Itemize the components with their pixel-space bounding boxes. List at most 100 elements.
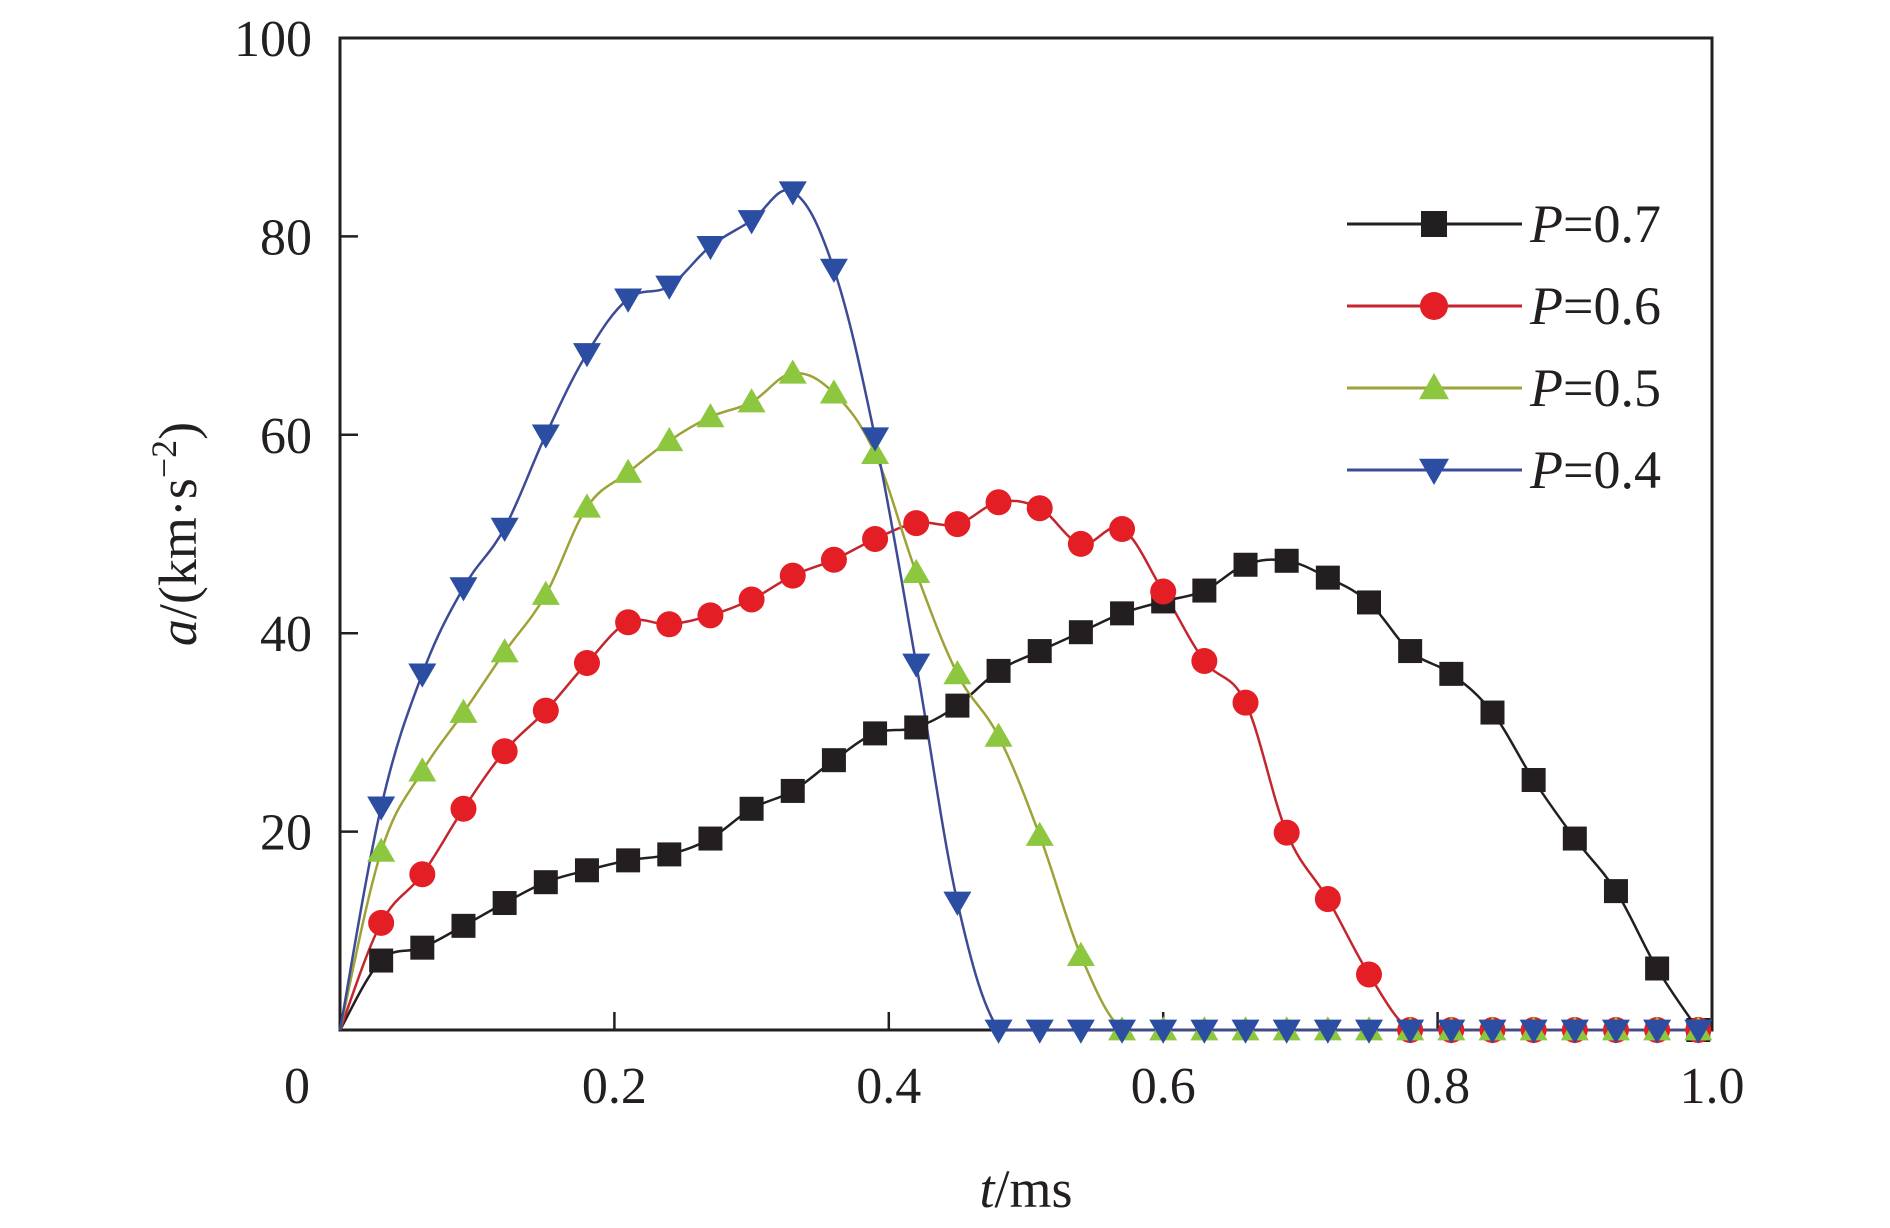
data-point (1192, 578, 1217, 603)
data-point (1150, 578, 1177, 605)
data-point (861, 439, 890, 464)
data-point (904, 715, 929, 740)
data-point (780, 778, 805, 803)
data-point (449, 577, 478, 602)
data-point (778, 181, 807, 206)
data-point (1439, 661, 1464, 686)
data-point (573, 649, 600, 676)
data-point (1396, 1019, 1425, 1044)
legend: P=0.7 P=0.6 P=0.5 P=0.4 (1347, 194, 1661, 500)
data-point (492, 891, 517, 916)
data-point (1645, 956, 1670, 981)
data-point (532, 697, 559, 724)
data-point (820, 546, 847, 573)
data-point (614, 288, 643, 313)
data-point (572, 493, 601, 518)
data-point (902, 653, 931, 678)
data-point (945, 693, 970, 718)
data-point (697, 602, 724, 629)
x-tick-label: 0.4 (856, 1058, 921, 1115)
y-tick-label: 80 (260, 209, 312, 266)
data-point (615, 609, 642, 636)
x-tick-label: 0.6 (1131, 1058, 1196, 1115)
data-point (1478, 1019, 1507, 1044)
legend-marker (1420, 292, 1448, 320)
data-point (1027, 639, 1052, 664)
data-point (984, 722, 1013, 747)
data-point (903, 510, 930, 537)
data-point (451, 913, 476, 938)
y-tick-label: 40 (260, 606, 312, 663)
data-point (737, 210, 766, 235)
data-point (410, 935, 435, 960)
data-point (614, 458, 643, 483)
data-point (862, 525, 889, 552)
data-point (1108, 1019, 1137, 1044)
data-point (1232, 689, 1259, 716)
data-point (450, 795, 477, 822)
data-point (698, 826, 723, 851)
y-axis-ticks: 20 40 60 80 100 (234, 11, 358, 862)
data-point (1437, 1019, 1466, 1044)
data-point (821, 748, 846, 773)
data-point (944, 511, 971, 538)
legend-marker (1419, 458, 1449, 485)
data-point (1684, 1019, 1713, 1044)
data-point (861, 427, 890, 452)
data-point (449, 698, 478, 723)
data-point (984, 1019, 1013, 1044)
data-point (943, 891, 972, 916)
legend-label: P=0.5 (1529, 358, 1661, 418)
legend-marker (1419, 373, 1449, 400)
data-point (574, 858, 599, 883)
data-point (1313, 1019, 1342, 1044)
data-point (490, 517, 519, 542)
data-point (1562, 826, 1587, 851)
data-point (1066, 1019, 1095, 1044)
data-point (409, 861, 436, 888)
x-tick-label: 0.8 (1405, 1058, 1470, 1115)
data-point (1066, 941, 1095, 966)
data-point (655, 275, 684, 300)
data-point (1026, 495, 1053, 522)
data-point (1521, 768, 1546, 793)
data-point (1149, 1019, 1178, 1044)
data-point (902, 558, 931, 584)
data-point (368, 909, 395, 936)
data-point (367, 837, 396, 862)
series-markers (367, 181, 1713, 1044)
data-point (1110, 601, 1135, 626)
data-point (1315, 565, 1340, 590)
data-point (1068, 620, 1093, 645)
legend-label: P=0.7 (1529, 194, 1661, 254)
data-point (1231, 1019, 1260, 1044)
data-point (819, 258, 848, 283)
data-point (696, 235, 725, 261)
data-point (1314, 886, 1341, 913)
data-point (778, 359, 807, 384)
data-point (491, 738, 518, 765)
data-point (367, 796, 396, 821)
data-point (408, 757, 437, 782)
legend-label: P=0.4 (1529, 440, 1661, 500)
data-point (1643, 1019, 1672, 1044)
legend-marker (1421, 211, 1447, 237)
data-point (1025, 821, 1054, 846)
data-point (1398, 639, 1423, 664)
data-point (1560, 1019, 1589, 1044)
data-point (1355, 1019, 1383, 1044)
data-point (1109, 516, 1136, 543)
series-line (338, 499, 1699, 1032)
data-point (1603, 879, 1628, 904)
data-point (533, 870, 558, 895)
data-point (739, 796, 764, 821)
data-point (531, 580, 560, 605)
x-tick-label: 0.2 (582, 1058, 647, 1115)
data-point (369, 948, 394, 973)
y-tick-label: 60 (260, 408, 312, 465)
data-point (572, 343, 601, 368)
x-tick-label: 0 (284, 1058, 310, 1115)
x-axis-label: t/ms (979, 1159, 1072, 1219)
data-point (943, 660, 972, 685)
data-point (819, 379, 848, 404)
